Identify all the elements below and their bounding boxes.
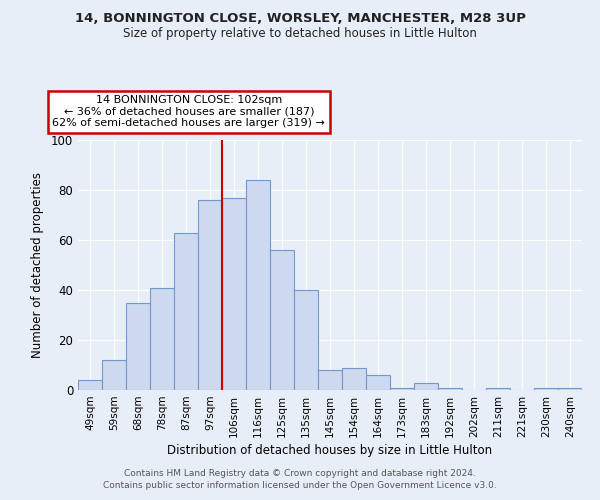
Text: Contains public sector information licensed under the Open Government Licence v3: Contains public sector information licen… xyxy=(103,481,497,490)
Bar xyxy=(534,388,558,390)
Bar xyxy=(270,250,294,390)
Bar xyxy=(126,302,150,390)
Bar xyxy=(294,290,318,390)
Text: 14 BONNINGTON CLOSE: 102sqm
← 36% of detached houses are smaller (187)
62% of se: 14 BONNINGTON CLOSE: 102sqm ← 36% of det… xyxy=(52,95,325,128)
Text: Contains HM Land Registry data © Crown copyright and database right 2024.: Contains HM Land Registry data © Crown c… xyxy=(124,468,476,477)
Bar xyxy=(486,388,510,390)
Bar xyxy=(390,388,414,390)
Bar xyxy=(438,388,462,390)
Bar xyxy=(342,368,366,390)
Bar xyxy=(198,200,222,390)
Bar xyxy=(78,380,102,390)
Bar xyxy=(414,382,438,390)
Y-axis label: Number of detached properties: Number of detached properties xyxy=(31,172,44,358)
Bar xyxy=(102,360,126,390)
Bar xyxy=(174,232,198,390)
X-axis label: Distribution of detached houses by size in Little Hulton: Distribution of detached houses by size … xyxy=(167,444,493,457)
Text: Size of property relative to detached houses in Little Hulton: Size of property relative to detached ho… xyxy=(123,28,477,40)
Bar xyxy=(246,180,270,390)
Bar xyxy=(222,198,246,390)
Text: 14, BONNINGTON CLOSE, WORSLEY, MANCHESTER, M28 3UP: 14, BONNINGTON CLOSE, WORSLEY, MANCHESTE… xyxy=(74,12,526,26)
Bar xyxy=(150,288,174,390)
Bar xyxy=(366,375,390,390)
Bar xyxy=(318,370,342,390)
Bar xyxy=(558,388,582,390)
